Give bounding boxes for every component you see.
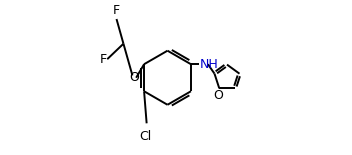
Text: NH: NH (200, 58, 219, 71)
Text: O: O (129, 71, 139, 84)
Text: F: F (99, 53, 106, 66)
Text: O: O (214, 89, 224, 102)
Text: Cl: Cl (140, 129, 152, 142)
Text: F: F (113, 4, 120, 17)
